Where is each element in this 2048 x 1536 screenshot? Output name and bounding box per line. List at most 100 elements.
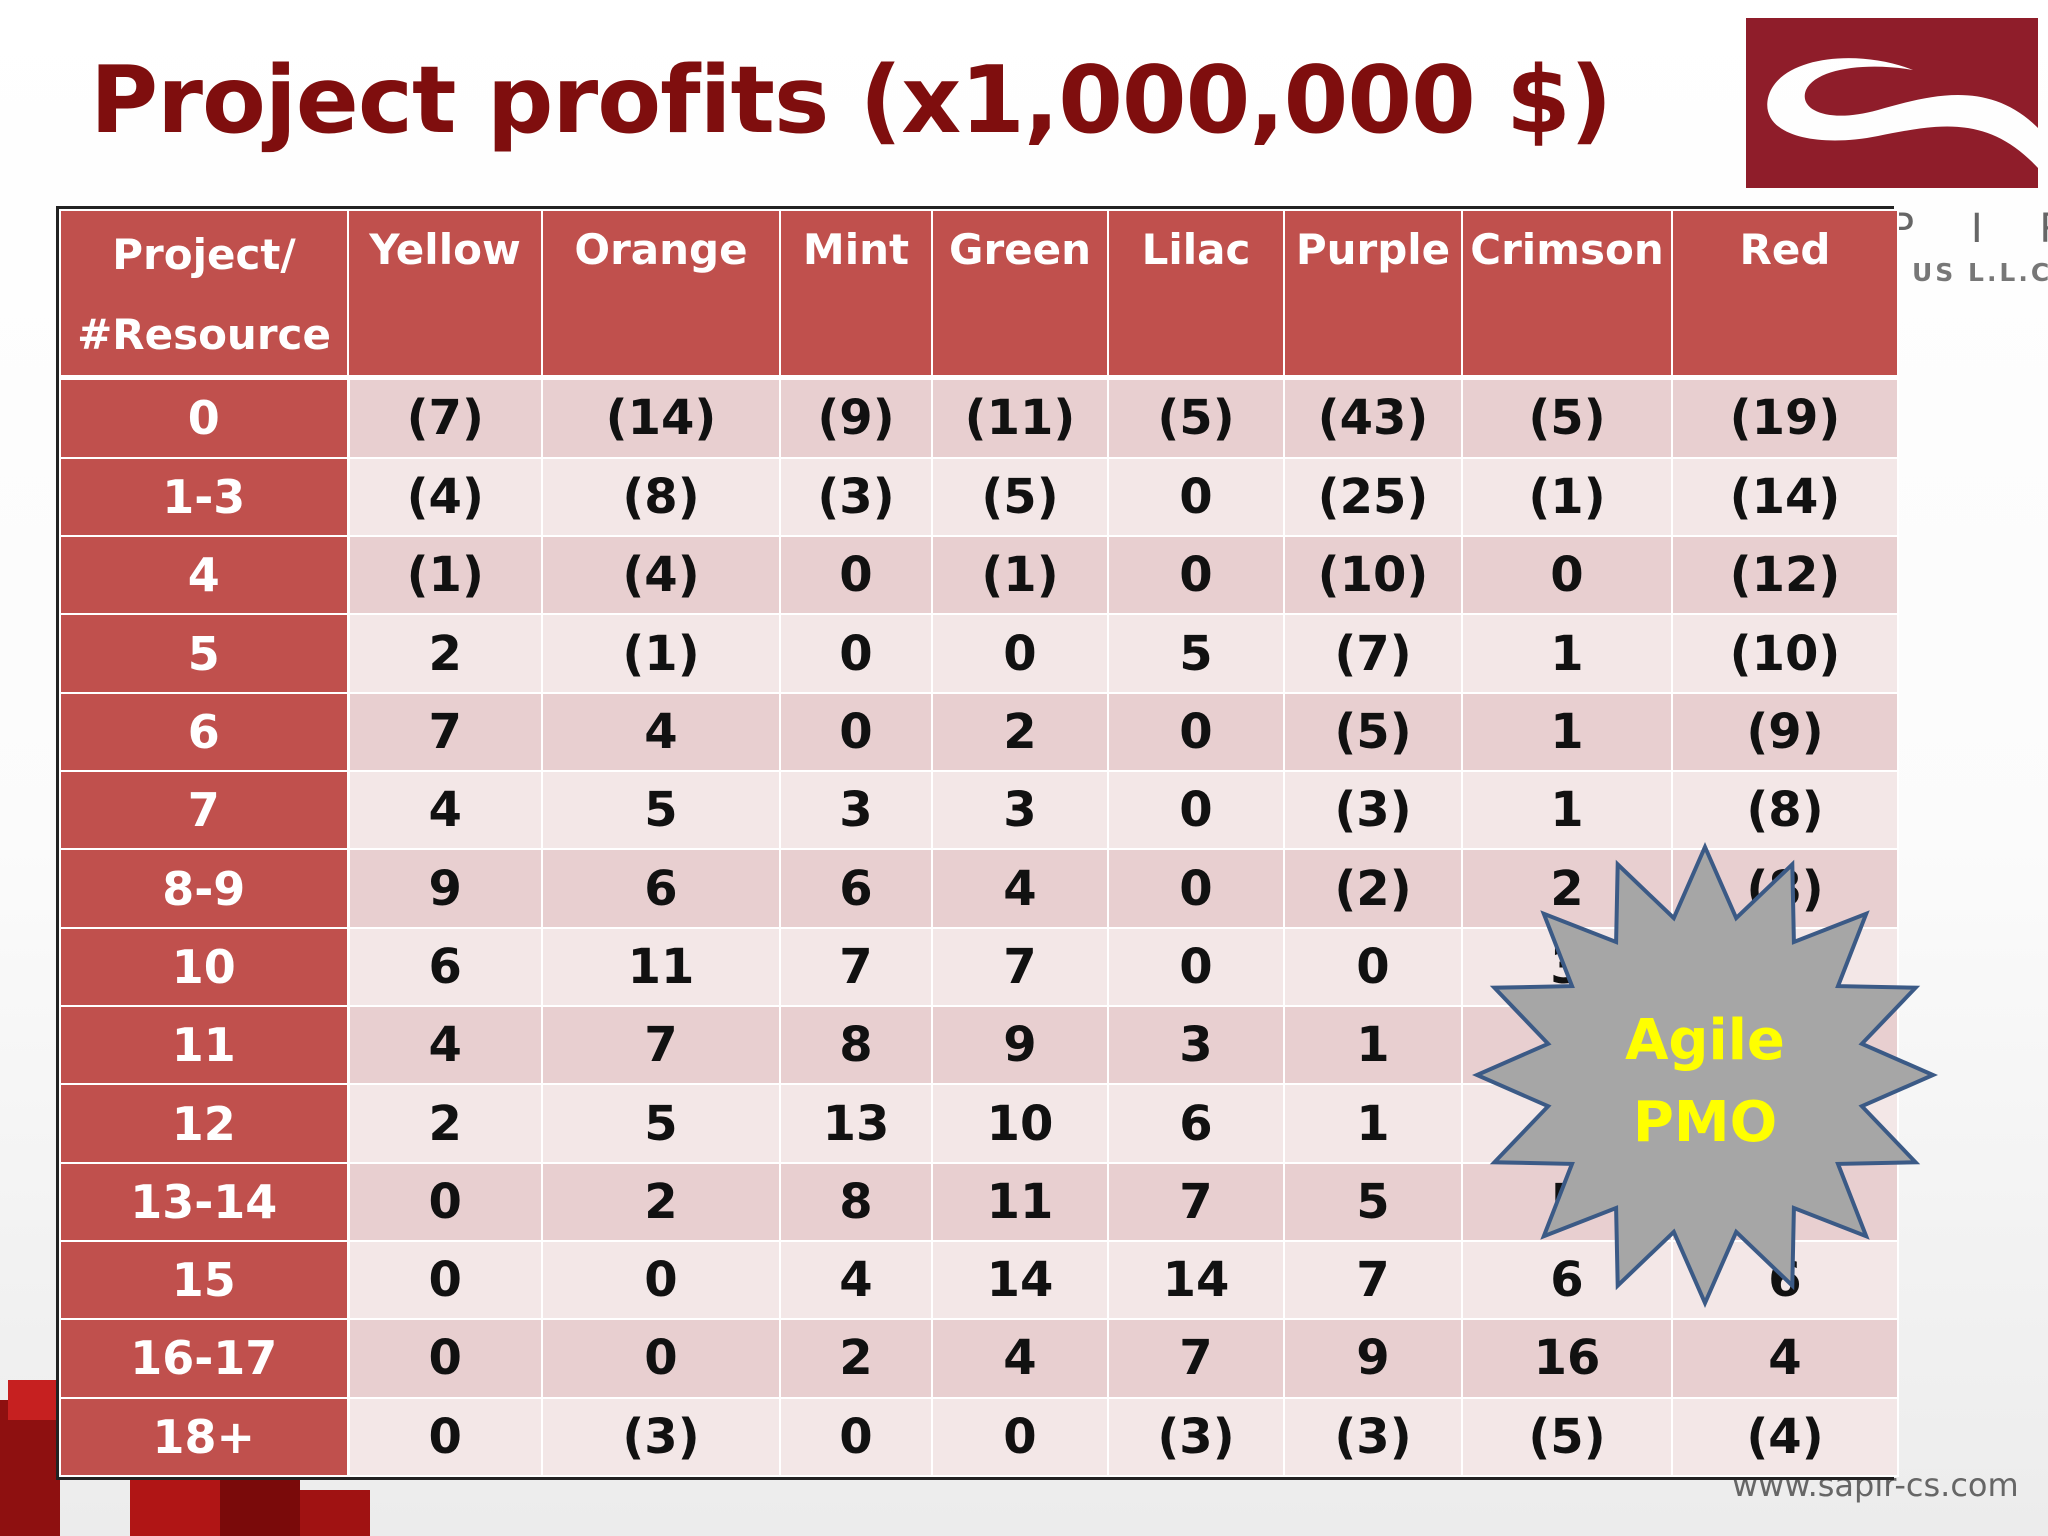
table-cell: 13 — [779, 1083, 933, 1164]
column-header: Mint — [779, 209, 933, 380]
table-cell: (7) — [1283, 613, 1463, 694]
table-cell: 5 — [541, 770, 781, 851]
row-header: 6 — [59, 691, 350, 773]
table-row: 1-3 (4) (8) (3) (5) 0 (25) (1) (14) — [59, 456, 1899, 538]
table-cell: 6 — [347, 926, 543, 1008]
table-cell: (1) — [931, 535, 1109, 616]
badge-text: Agile PMO — [1470, 1000, 1940, 1164]
row-header: 8-9 — [59, 848, 350, 929]
table-cell: 4 — [931, 1318, 1109, 1399]
table-cell: 0 — [1461, 535, 1673, 616]
table-cell: 11 — [931, 1161, 1109, 1242]
table-row: 5 2 (1) 0 0 5 (7) 1 (10) — [59, 613, 1899, 694]
table-cell: 0 — [1107, 456, 1285, 538]
table-cell: (5) — [1461, 376, 1673, 459]
column-header: Green — [931, 209, 1109, 380]
table-cell: (4) — [347, 456, 543, 538]
table-cell: 16 — [1461, 1318, 1673, 1399]
table-row: 150041414766 — [59, 1239, 1899, 1321]
row-header: 4 — [59, 535, 350, 616]
table-cell: 3 — [931, 770, 1109, 851]
row-header: 16-17 — [59, 1318, 350, 1399]
table-cell: 0 — [931, 613, 1109, 694]
starburst-badge — [1472, 842, 1938, 1308]
table-cell: 7 — [931, 926, 1109, 1008]
table-cell: (14) — [541, 376, 781, 459]
table-cell: 10 — [931, 1083, 1109, 1164]
table-cell: 3 — [1107, 1005, 1285, 1086]
row-header: 11 — [59, 1005, 350, 1086]
table-cell: 4 — [779, 1239, 933, 1321]
row-header: 5 — [59, 613, 350, 694]
table-cell: 5 — [1107, 613, 1285, 694]
table-cell: 8 — [779, 1161, 933, 1242]
table-cell: (3) — [1283, 1396, 1463, 1478]
table-cell: 6 — [541, 848, 781, 929]
table-body: 0 (7) (14) (9) (11) (5) (43) (5) (19) 1-3 (4) (8) (3… — [59, 376, 1899, 1478]
table-row: 18+ 0 (3) 0 0 (3) (3) (5) (4) — [59, 1396, 1899, 1478]
table-cell: (4) — [1671, 1396, 1899, 1478]
table-cell: 0 — [1107, 535, 1285, 616]
table-cell: (10) — [1283, 535, 1463, 616]
table-cell: 2 — [347, 613, 543, 694]
table-cell: (1) — [541, 613, 781, 694]
table-cell: 0 — [347, 1396, 543, 1478]
table-cell: 0 — [931, 1396, 1109, 1478]
profits-table: Project/ #Resource Yellow Orange Mint Gr… — [56, 206, 1899, 1480]
table-cell: 0 — [1107, 848, 1285, 929]
table-cell: 2 — [347, 1083, 543, 1164]
table-cell: 7 — [1283, 1239, 1463, 1321]
table-cell: 2 — [779, 1318, 933, 1399]
table-cell: 1 — [1283, 1083, 1463, 1164]
table-cell: 2 — [931, 691, 1109, 773]
table-cell: 4 — [347, 1005, 543, 1086]
column-header: Yellow — [347, 209, 543, 380]
table-cell: 4 — [347, 770, 543, 851]
table-row: 0 (7) (14) (9) (11) (5) (43) (5) (19) — [59, 376, 1899, 459]
table-cell: 0 — [347, 1318, 543, 1399]
table-cell: 6 — [1107, 1083, 1285, 1164]
table-cell: 1 — [1461, 770, 1673, 851]
logo-letters: P I R — [1890, 206, 2048, 252]
table-row: 7 4 5 3 3 0 (3) 1 (8) — [59, 770, 1899, 851]
table-cell: (8) — [1671, 770, 1899, 851]
row-header: 12 — [59, 1083, 350, 1164]
column-header: Lilac — [1107, 209, 1285, 380]
table-cell: 9 — [347, 848, 543, 929]
table-cell: 3 — [779, 770, 933, 851]
table-cell: 7 — [779, 926, 933, 1008]
table-cell: (4) — [541, 535, 781, 616]
table-cell: (3) — [541, 1396, 781, 1478]
table-cell: 7 — [541, 1005, 781, 1086]
table-cell: 0 — [779, 535, 933, 616]
table-cell: (3) — [1283, 770, 1463, 851]
table-cell: 0 — [1283, 926, 1463, 1008]
table-cell: (5) — [1283, 691, 1463, 773]
row-header: 15 — [59, 1239, 350, 1321]
table-cell: (11) — [931, 376, 1109, 459]
table-cell: 0 — [347, 1239, 543, 1321]
table-cell: 11 — [541, 926, 781, 1008]
table-cell: 4 — [931, 848, 1109, 929]
table-cell: 7 — [1107, 1161, 1285, 1242]
slide-title: Project profits (x1,000,000 $) — [90, 46, 1612, 154]
table-cell: 2 — [541, 1161, 781, 1242]
table-cell: (3) — [779, 456, 933, 538]
table-cell: (5) — [1461, 1396, 1673, 1478]
table-cell: (1) — [347, 535, 543, 616]
row-header: 1-3 — [59, 456, 350, 538]
table-cell: 0 — [541, 1318, 781, 1399]
table-cell: 7 — [347, 691, 543, 773]
table-cell: 4 — [1671, 1318, 1899, 1399]
column-header: Purple — [1283, 209, 1463, 380]
table-cell: 0 — [1107, 691, 1285, 773]
table-cell: (3) — [1107, 1396, 1285, 1478]
table-cell: 6 — [1461, 1239, 1673, 1321]
table-cell: (25) — [1283, 456, 1463, 538]
table-cell: (7) — [347, 376, 543, 459]
table-cell: 14 — [1107, 1239, 1285, 1321]
row-header: 0 — [59, 376, 350, 459]
table-cell: 0 — [541, 1239, 781, 1321]
table-cell: (5) — [931, 456, 1109, 538]
